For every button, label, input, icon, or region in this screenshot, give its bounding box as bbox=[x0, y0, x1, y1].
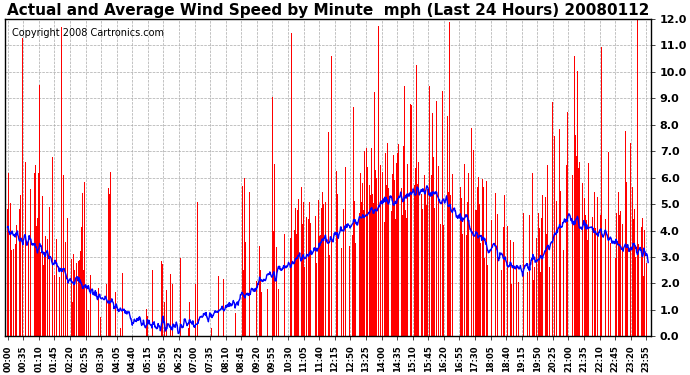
Text: Copyright 2008 Cartronics.com: Copyright 2008 Cartronics.com bbox=[12, 28, 164, 39]
Title: Actual and Average Wind Speed by Minute  mph (Last 24 Hours) 20080112: Actual and Average Wind Speed by Minute … bbox=[7, 3, 649, 18]
